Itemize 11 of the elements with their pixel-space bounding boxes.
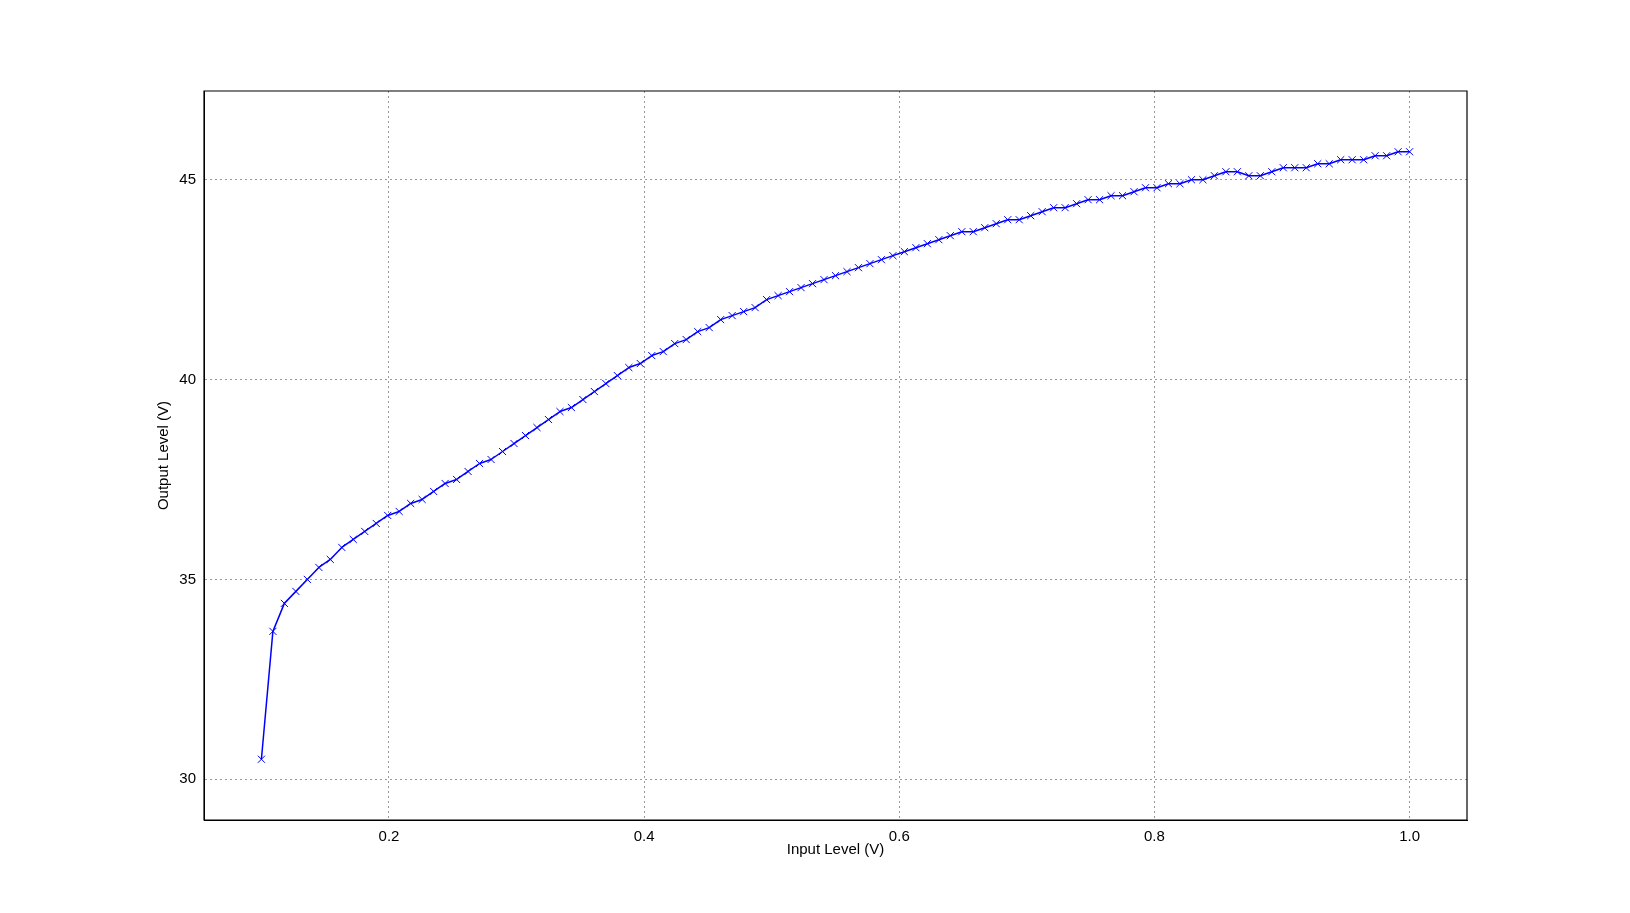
y-tick-label: 30 <box>179 769 196 787</box>
x-tick-label: 0.6 <box>888 827 910 845</box>
x-tick-label: 1.0 <box>1399 827 1421 845</box>
x-axis-title: Input Level (V) <box>786 840 885 858</box>
y-axis-title: Output Level (V) <box>154 400 172 511</box>
y-tick-label: 40 <box>179 369 196 387</box>
x-tick-label: 0.4 <box>633 827 655 845</box>
y-tick-label: 45 <box>179 169 196 187</box>
y-tick-label: 35 <box>179 569 196 587</box>
x-tick-label: 0.2 <box>378 827 400 845</box>
x-tick-label: 0.8 <box>1144 827 1165 845</box>
